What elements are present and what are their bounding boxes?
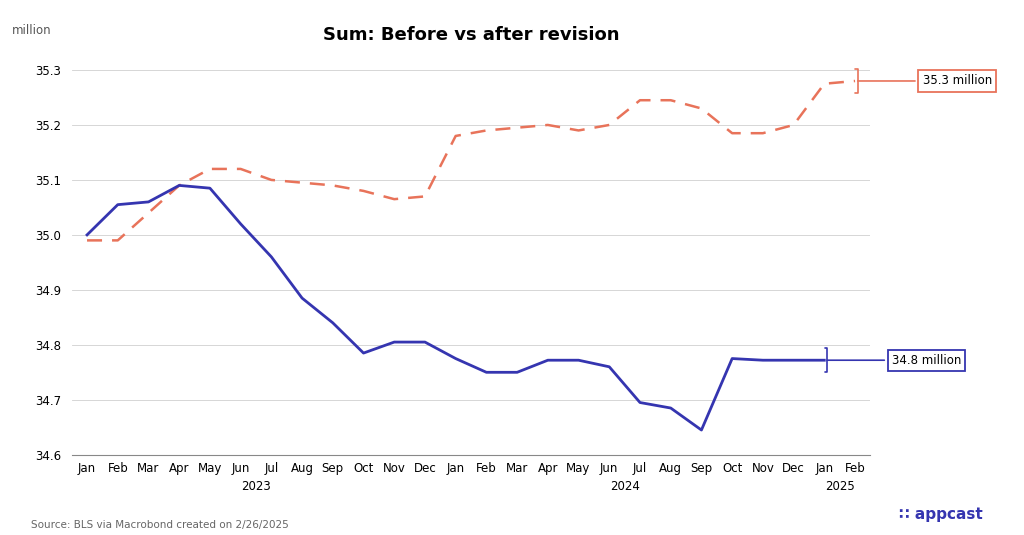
After revision — [757, 357, 769, 363]
After revision — [665, 405, 677, 411]
Text: 2024: 2024 — [609, 480, 640, 493]
After revision — [511, 369, 523, 376]
Before revision — [665, 97, 677, 103]
Before revision — [173, 182, 185, 189]
After revision — [81, 232, 93, 238]
After revision — [542, 357, 554, 363]
Before revision — [511, 125, 523, 131]
Line: After revision: After revision — [87, 186, 824, 430]
Before revision — [818, 81, 830, 87]
Text: 2025: 2025 — [824, 480, 855, 493]
After revision — [603, 364, 615, 370]
Text: 34.8 million: 34.8 million — [824, 348, 962, 372]
Before revision — [388, 196, 400, 202]
Before revision — [849, 78, 861, 84]
Before revision — [787, 122, 800, 128]
After revision — [234, 220, 247, 227]
Text: million: million — [12, 25, 51, 37]
After revision — [726, 355, 738, 362]
After revision — [327, 319, 339, 326]
Before revision — [480, 127, 493, 134]
Before revision — [603, 122, 615, 128]
Text: 35.3 million: 35.3 million — [855, 69, 992, 93]
Text: ∷ appcast: ∷ appcast — [899, 507, 983, 522]
After revision — [419, 339, 431, 345]
After revision — [112, 202, 124, 208]
Text: 2023: 2023 — [241, 480, 271, 493]
Before revision — [142, 210, 155, 216]
Before revision — [357, 188, 370, 194]
Before revision — [81, 237, 93, 243]
After revision — [204, 185, 216, 192]
After revision — [173, 182, 185, 189]
After revision — [787, 357, 800, 363]
After revision — [357, 350, 370, 356]
Before revision — [726, 130, 738, 136]
Before revision — [450, 133, 462, 139]
Before revision — [542, 122, 554, 128]
After revision — [142, 198, 155, 205]
After revision — [450, 355, 462, 362]
After revision — [296, 295, 308, 301]
After revision — [818, 357, 830, 363]
Before revision — [695, 105, 708, 112]
Before revision — [634, 97, 646, 103]
After revision — [388, 339, 400, 345]
Before revision — [327, 182, 339, 189]
Before revision — [296, 179, 308, 186]
Before revision — [265, 177, 278, 183]
Before revision — [419, 193, 431, 200]
Before revision — [572, 127, 585, 134]
Before revision — [112, 237, 124, 243]
Title: Sum: Before vs after revision: Sum: Before vs after revision — [323, 26, 620, 44]
Legend: Before revision, After revision: Before revision, After revision — [327, 533, 615, 535]
After revision — [480, 369, 493, 376]
After revision — [265, 254, 278, 260]
Before revision — [204, 166, 216, 172]
After revision — [572, 357, 585, 363]
After revision — [695, 427, 708, 433]
After revision — [634, 399, 646, 406]
Text: Source: BLS via Macrobond created on 2/26/2025: Source: BLS via Macrobond created on 2/2… — [31, 519, 289, 530]
Before revision — [234, 166, 247, 172]
Before revision — [757, 130, 769, 136]
Line: Before revision: Before revision — [87, 81, 855, 240]
